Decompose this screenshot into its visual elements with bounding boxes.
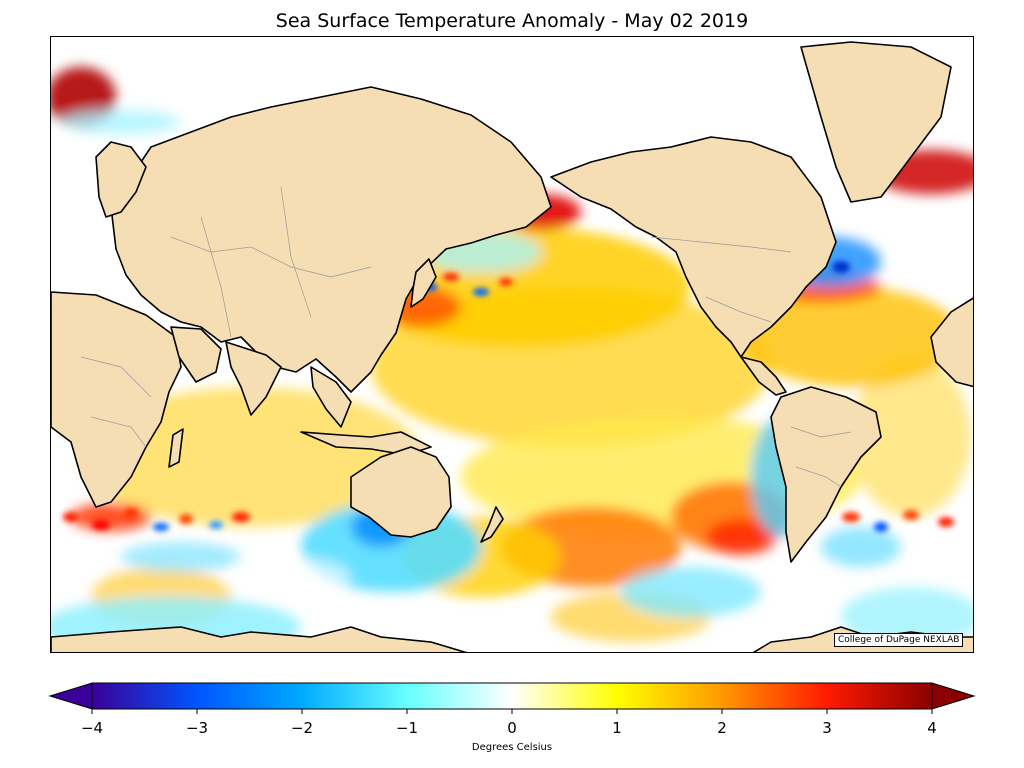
map-canvas bbox=[51, 37, 973, 652]
greenland-land bbox=[800, 41, 952, 203]
madagascar-land bbox=[168, 428, 184, 468]
new-zealand-land bbox=[480, 506, 504, 543]
southeast-asia-land bbox=[310, 366, 352, 428]
colorbar-extend-high bbox=[931, 682, 976, 710]
map-title: Sea Surface Temperature Anomaly - May 02… bbox=[275, 10, 749, 32]
colorbar-label: Degrees Celsius bbox=[471, 742, 553, 753]
australia-land bbox=[350, 446, 452, 538]
country-borders bbox=[80, 186, 852, 488]
colorbar-tick-label: −3 bbox=[185, 719, 209, 737]
colorbar-gradient bbox=[91, 682, 933, 710]
colorbar-tick-label: 2 bbox=[717, 719, 727, 737]
colorbar-extend-low bbox=[48, 682, 93, 710]
colorbar-tick-label: 1 bbox=[612, 719, 622, 737]
colorbar-tick-label: −2 bbox=[290, 719, 314, 737]
sst-anomaly-map bbox=[50, 36, 974, 653]
central-america-land bbox=[740, 356, 787, 396]
credit-label: College of DuPage NEXLAB bbox=[834, 633, 964, 647]
india-land bbox=[225, 341, 282, 416]
south-america-land bbox=[770, 386, 882, 563]
antarctica-land bbox=[51, 626, 468, 652]
colorbar-tick-label: −4 bbox=[80, 719, 104, 737]
colorbar-tick-label: 0 bbox=[507, 719, 517, 737]
anomaly-field bbox=[51, 37, 973, 652]
north-america-land bbox=[550, 136, 837, 358]
colorbar-tick-label: 3 bbox=[822, 719, 832, 737]
eurasia-land bbox=[110, 86, 552, 393]
colorbar-tick-label: 4 bbox=[927, 719, 937, 737]
japan-land bbox=[410, 258, 437, 308]
arabia-land bbox=[170, 326, 222, 383]
colorbar bbox=[48, 682, 976, 714]
scandinavia-land bbox=[95, 141, 147, 218]
indonesia-land bbox=[300, 431, 432, 456]
colorbar-tick-label: −1 bbox=[395, 719, 419, 737]
west-africa-land bbox=[930, 297, 973, 388]
